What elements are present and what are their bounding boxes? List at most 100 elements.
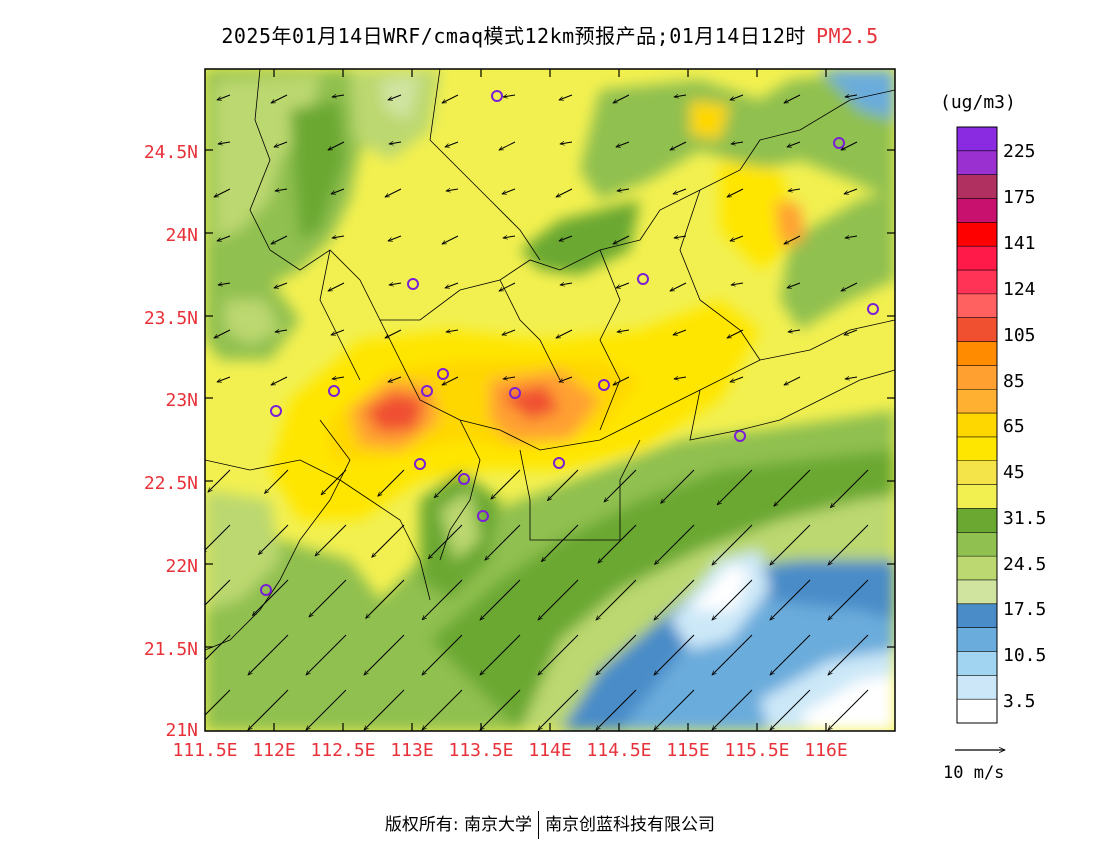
wind-arrow	[788, 330, 801, 332]
station-marker	[833, 137, 845, 149]
wind-arrow	[712, 634, 753, 675]
wind-arrow	[538, 634, 579, 675]
wind-arrow	[372, 524, 405, 557]
lon-label: 114.5E	[586, 740, 652, 761]
wind-arrow	[442, 235, 459, 245]
colorbar-label: 225	[1003, 141, 1036, 162]
wind-arrow	[654, 579, 695, 620]
colorbar-segment	[957, 699, 997, 724]
wind-arrow	[205, 634, 231, 661]
concentration-field	[205, 69, 895, 731]
colorbar-segment	[957, 270, 997, 295]
colorbar	[956, 126, 998, 724]
wind-arrow	[727, 329, 744, 339]
title-main: 2025年01月14日WRF/cmaq模式12km预报产品;01月14日12时	[221, 24, 806, 48]
wind-arrow	[727, 188, 744, 198]
wind-arrow	[770, 524, 811, 565]
wind-arrow	[556, 188, 573, 198]
wind-arrow	[730, 235, 744, 241]
lon-label: 116E	[804, 740, 848, 761]
colorbar-segment	[957, 317, 997, 343]
wind-arrow	[265, 469, 289, 493]
wind-arrow	[845, 95, 858, 97]
wind-arrow	[560, 283, 573, 285]
wind-arrow	[442, 376, 459, 386]
wind-arrow	[654, 634, 695, 675]
lon-label: 114E	[528, 740, 572, 761]
wind-arrow	[385, 188, 402, 198]
wind-arrow	[275, 330, 288, 332]
wind-arrow	[214, 329, 231, 339]
wind-arrow	[828, 689, 869, 730]
colorbar-segment	[957, 675, 997, 700]
wind-arrow	[388, 235, 402, 241]
wind-arrow	[502, 188, 516, 194]
colorbar-segment	[957, 127, 997, 152]
station-marker	[414, 458, 426, 470]
wind-arrow	[774, 469, 811, 506]
colorbar-segment	[957, 198, 997, 223]
station-marker	[421, 385, 433, 397]
station-marker	[270, 405, 282, 417]
wind-arrow	[596, 634, 637, 675]
lat-label: 21.5N	[143, 639, 198, 660]
footer-separator	[538, 811, 540, 839]
wind-arrow	[670, 141, 687, 151]
wind-arrow	[559, 376, 573, 382]
colorbar-segment	[957, 246, 997, 271]
chart-title: 2025年01月14日WRF/cmaq模式12km预报产品;01月14日12时 P…	[0, 20, 1100, 49]
wind-arrow	[485, 524, 521, 560]
wind-reference-label: 10 m/s	[943, 763, 1005, 783]
wind-arrow	[331, 329, 345, 335]
colorbar-segment	[957, 532, 997, 557]
lat-label: 24N	[165, 225, 198, 246]
wind-arrow	[613, 94, 630, 104]
wind-arrow	[788, 189, 801, 191]
wind-arrow	[616, 282, 630, 288]
wind-arrow	[445, 282, 459, 288]
footer-left: 版权所有: 南京大学	[384, 815, 533, 835]
wind-arrow	[422, 634, 463, 675]
colorbar-label: 45	[1003, 462, 1025, 483]
wind-arrow	[321, 469, 347, 495]
wind-arrow	[378, 469, 405, 496]
wind-arrow	[446, 330, 459, 332]
wind-arrow	[559, 94, 573, 100]
wind-arrow	[275, 189, 288, 191]
wind-arrow	[205, 524, 231, 553]
colorbar-label: 3.5	[1003, 691, 1036, 712]
colorbar-segment	[957, 365, 997, 390]
colorbar-segment	[957, 413, 997, 438]
wind-arrow	[845, 377, 858, 379]
wind-arrow	[422, 579, 463, 620]
lat-label: 22N	[165, 556, 198, 577]
monitoring-stations	[260, 90, 879, 596]
wind-arrow	[248, 634, 289, 675]
wind-arrow	[274, 282, 288, 288]
wind-arrow	[366, 579, 405, 618]
wind-arrow	[208, 469, 231, 492]
wind-arrow	[218, 142, 231, 144]
footer-right: 南京创蓝科技有限公司	[545, 815, 716, 835]
wind-arrow	[541, 524, 579, 562]
wind-arrow	[442, 94, 459, 104]
wind-arrow	[596, 579, 637, 620]
wind-arrow	[559, 235, 573, 241]
station-marker	[407, 278, 419, 290]
wind-arrow	[784, 94, 801, 104]
wind-arrow	[480, 579, 521, 620]
wind-arrow	[828, 579, 869, 620]
colorbar-label: 124	[1003, 279, 1036, 300]
wind-arrow	[205, 579, 231, 606]
wind-arrow	[480, 689, 521, 730]
wind-arrow	[613, 235, 630, 245]
wind-arrow	[712, 579, 753, 620]
colorbar-label: 65	[1003, 416, 1025, 437]
wind-arrow	[217, 376, 231, 382]
wind-arrow	[389, 142, 402, 144]
lat-label: 23N	[165, 390, 198, 411]
wind-vectors	[205, 94, 869, 730]
wind-arrow	[828, 524, 869, 565]
station-marker	[867, 303, 879, 315]
